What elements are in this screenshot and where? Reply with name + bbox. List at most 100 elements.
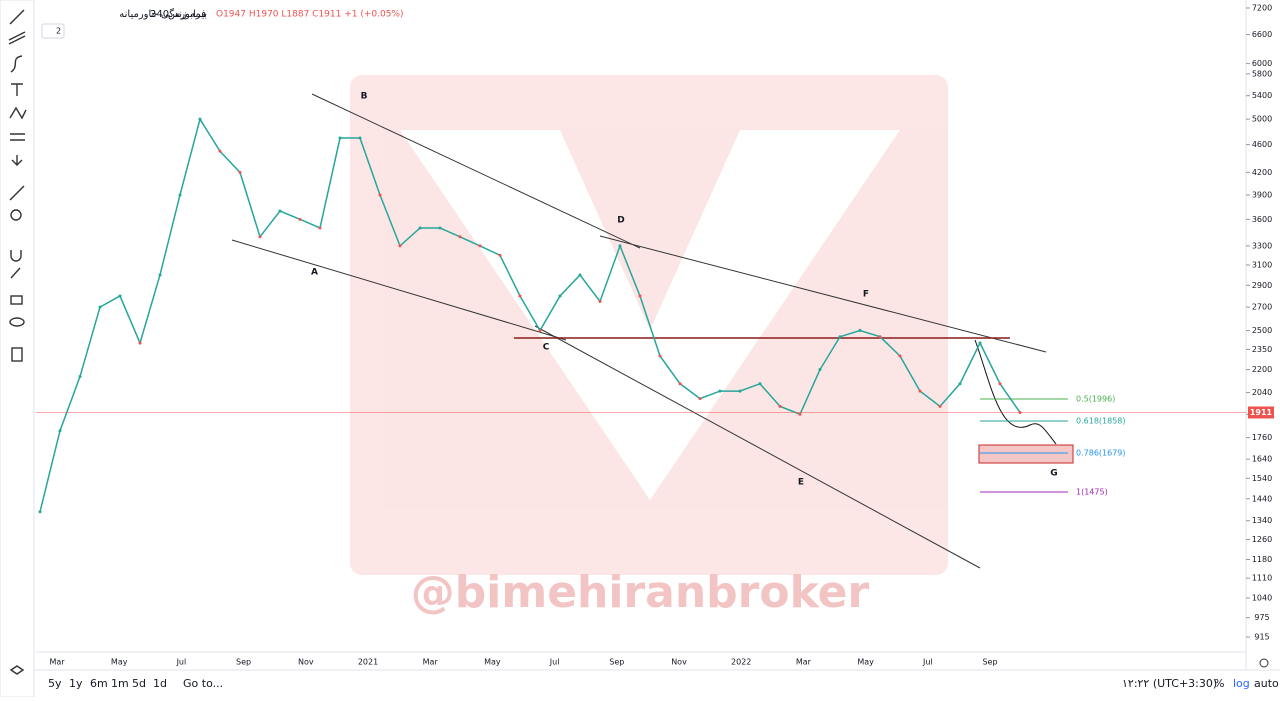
price-point bbox=[198, 117, 202, 121]
price-point bbox=[598, 299, 602, 303]
point-label: C bbox=[543, 343, 550, 353]
price-label: 5800 bbox=[1252, 69, 1272, 78]
price-label: 2040 bbox=[1252, 388, 1272, 397]
time-label: 2022 bbox=[731, 658, 751, 667]
time-label: May bbox=[484, 658, 501, 667]
price-label: 1040 bbox=[1252, 594, 1272, 603]
time-label: Jul bbox=[176, 658, 187, 667]
price-point bbox=[838, 335, 842, 339]
time-label: Jul bbox=[922, 658, 933, 667]
ohlc: O1947 H1970 L1887 C1911 +1 (+0.05%) bbox=[216, 10, 404, 20]
price-point bbox=[578, 273, 582, 277]
time-label: Sep bbox=[982, 658, 997, 667]
percent-toggle[interactable]: % bbox=[1214, 677, 1224, 690]
point-label: A bbox=[311, 268, 318, 278]
price-point bbox=[678, 382, 682, 386]
price-label: 6000 bbox=[1252, 59, 1272, 68]
time-label: Mar bbox=[423, 658, 439, 667]
price-point bbox=[158, 273, 162, 277]
badge-box[interactable] bbox=[41, 23, 65, 39]
price-point bbox=[138, 341, 142, 345]
fib-label: 1(1475) bbox=[1076, 488, 1108, 497]
price-point bbox=[518, 294, 522, 298]
time-label: May bbox=[111, 658, 128, 667]
price-label: 3900 bbox=[1252, 190, 1272, 199]
price-point bbox=[358, 136, 362, 140]
price-label: 2500 bbox=[1252, 326, 1272, 335]
price-point bbox=[58, 429, 62, 433]
fib-label: 0.786(1679) bbox=[1076, 449, 1126, 458]
range-button[interactable]: 1y bbox=[69, 677, 83, 690]
price-point bbox=[98, 305, 102, 309]
price-point bbox=[258, 235, 262, 239]
price-label: 915 bbox=[1254, 633, 1269, 642]
settings-icon[interactable] bbox=[1259, 658, 1269, 668]
range-button[interactable]: 1m bbox=[111, 677, 129, 690]
price-point bbox=[638, 294, 642, 298]
price-point bbox=[878, 335, 882, 339]
price-point bbox=[978, 341, 982, 345]
price-point bbox=[218, 149, 222, 153]
price-label: 3300 bbox=[1252, 241, 1272, 250]
trend-lines bbox=[231, 93, 1047, 569]
clock: ۱۲:۲۲ (UTC+3:30) bbox=[1122, 677, 1217, 690]
price-point bbox=[538, 329, 542, 333]
time-label: Nov bbox=[298, 658, 314, 667]
time-label: Mar bbox=[796, 658, 812, 667]
price-label: 6600 bbox=[1252, 30, 1272, 39]
price-point bbox=[298, 217, 302, 221]
auto-toggle[interactable]: auto bbox=[1254, 677, 1279, 690]
price-label: 1640 bbox=[1252, 455, 1272, 464]
tool-icons[interactable] bbox=[8, 9, 27, 675]
range-button[interactable]: 5d bbox=[132, 677, 146, 690]
range-button[interactable]: 1d bbox=[153, 677, 167, 690]
price-point bbox=[738, 389, 742, 393]
last-price: 1911 bbox=[1250, 408, 1273, 417]
projection-arrow bbox=[974, 339, 1057, 445]
point-label: E bbox=[798, 478, 804, 488]
price-point bbox=[558, 294, 562, 298]
fib-label: 0.5(1996) bbox=[1076, 395, 1115, 404]
badge[interactable]: 2 bbox=[56, 27, 61, 36]
price-label: 5400 bbox=[1252, 91, 1272, 100]
range-button[interactable]: 6m bbox=[90, 677, 108, 690]
price-label: 1340 bbox=[1252, 516, 1272, 525]
price-point bbox=[398, 244, 402, 248]
price-point bbox=[238, 170, 242, 174]
price-label: 3600 bbox=[1252, 215, 1272, 224]
price-point bbox=[818, 368, 822, 372]
price-point bbox=[658, 354, 662, 358]
price-point bbox=[378, 193, 382, 197]
price-point bbox=[618, 244, 622, 248]
point-label: B bbox=[361, 92, 368, 102]
goto[interactable]: Go to... bbox=[183, 677, 223, 690]
price-label: 1540 bbox=[1252, 474, 1272, 483]
price-label: 5000 bbox=[1252, 115, 1272, 124]
time-label: Sep bbox=[236, 658, 251, 667]
price-label: 2700 bbox=[1252, 303, 1272, 312]
price-point bbox=[858, 329, 862, 333]
price-point bbox=[778, 404, 782, 408]
price-point bbox=[958, 382, 962, 386]
price-point bbox=[418, 226, 422, 230]
time-label: 2021 bbox=[358, 658, 378, 667]
fib-label: 0.618(1858) bbox=[1076, 417, 1126, 426]
price-point bbox=[698, 397, 702, 401]
price-label: 1760 bbox=[1252, 433, 1272, 442]
time-label: Mar bbox=[49, 658, 65, 667]
price-label: 3100 bbox=[1252, 260, 1272, 269]
price-line bbox=[39, 117, 1021, 512]
price-point bbox=[718, 389, 722, 393]
price-point bbox=[338, 136, 342, 140]
price-point bbox=[478, 244, 482, 248]
price-point bbox=[318, 226, 322, 230]
price-label: 4600 bbox=[1252, 140, 1272, 149]
price-point bbox=[178, 193, 182, 197]
price-label: 4200 bbox=[1252, 168, 1272, 177]
price-point bbox=[918, 389, 922, 393]
range-button[interactable]: 5y bbox=[48, 677, 62, 690]
log-toggle[interactable]: log bbox=[1233, 677, 1250, 690]
price-point bbox=[118, 294, 122, 298]
target-box bbox=[978, 444, 1074, 464]
